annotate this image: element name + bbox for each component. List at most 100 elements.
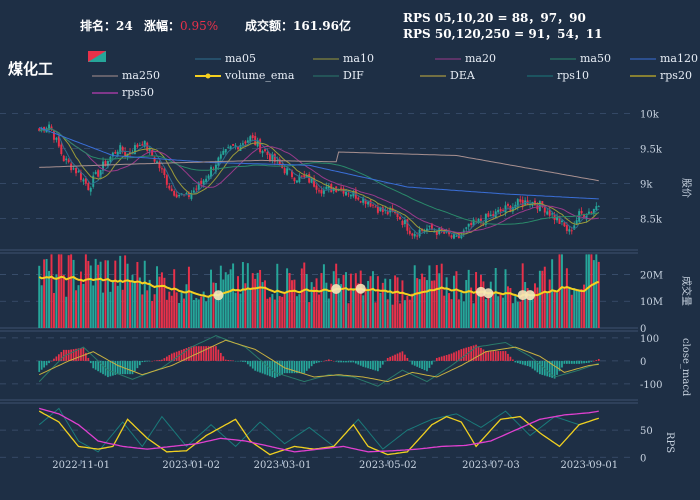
volume-bar [475, 272, 478, 328]
macd-histogram-bar [291, 360, 293, 374]
candle-body [396, 212, 399, 218]
legend-item-volume-ema[interactable]: volume_ema [195, 69, 294, 82]
candle-body [462, 230, 465, 233]
volume-bar [278, 296, 281, 328]
macd-histogram-bar [131, 360, 134, 375]
legend-item-ma05[interactable]: ma05 [195, 52, 256, 65]
macd-histogram-bar [389, 356, 392, 361]
volume-bar [325, 282, 328, 328]
legend-item-DEA[interactable]: DEA [420, 69, 475, 82]
legend-item-rps50[interactable]: rps50 [92, 86, 154, 99]
legend-item-rps10[interactable]: rps10 [527, 69, 589, 82]
legend-item-rps20[interactable]: rps20 [630, 69, 692, 82]
candle-body [560, 220, 563, 223]
macd-histogram-bar [521, 360, 524, 365]
macd-histogram-bar [224, 359, 227, 361]
volume-signal-marker [483, 288, 494, 299]
volume-bar [251, 273, 254, 328]
macd-histogram-bar [315, 360, 318, 364]
candle-body [519, 199, 522, 202]
macd-histogram-bar [114, 360, 117, 375]
candle-body [219, 154, 222, 159]
volume-bar [104, 260, 107, 328]
macd-histogram-bar [445, 355, 448, 361]
candle-body [479, 218, 482, 222]
volume-bar [195, 297, 198, 328]
macd-histogram-bar [320, 360, 323, 362]
ma05-line [38, 127, 600, 237]
legend-swatch [313, 75, 339, 76]
volume-bar [472, 303, 475, 328]
candle-body [138, 145, 141, 147]
candle-legend-icon[interactable] [88, 51, 106, 62]
candle-body [124, 151, 127, 156]
volume-bar [484, 299, 487, 328]
volume-bar [38, 265, 41, 328]
macd-histogram-bar [497, 351, 500, 361]
volume-bar [448, 293, 451, 328]
legend-item-ma50[interactable]: ma50 [550, 52, 611, 65]
candle-body [305, 175, 308, 178]
candle-body [502, 209, 505, 211]
macd-histogram-bar [362, 360, 365, 367]
volume-bar [281, 296, 284, 328]
macd-histogram-bar [151, 360, 153, 362]
volume-bar [543, 266, 546, 328]
volume-bar [180, 290, 183, 328]
macd-histogram-bar [455, 351, 458, 361]
candle-body [121, 146, 124, 152]
volume-bar [580, 289, 583, 328]
candle-body [477, 218, 480, 223]
macd-histogram-bar [99, 360, 102, 373]
candle-body [342, 188, 345, 194]
macd-histogram-bar [62, 349, 65, 361]
macd-histogram-bar [553, 360, 556, 379]
volume-bar [173, 269, 176, 328]
volume-bar [156, 266, 159, 328]
macd-axis-label: close_macd [680, 338, 691, 397]
legend-swatch [195, 58, 221, 59]
candle-body [357, 197, 360, 200]
macd-histogram-bar [467, 346, 470, 361]
macd-histogram-bar [590, 360, 593, 362]
candle-body [300, 175, 303, 177]
candle-body [443, 230, 446, 234]
candle-body [386, 211, 389, 215]
turnover-value: 161.96亿 [293, 19, 351, 33]
macd-histogram-bar [40, 360, 43, 370]
macd-histogram-bar [332, 360, 335, 362]
legend-item-ma20[interactable]: ma20 [435, 52, 496, 65]
x-tick-label: 2023-03-01 [254, 460, 312, 471]
legend-item-ma10[interactable]: ma10 [313, 52, 374, 65]
volume-bar [126, 263, 129, 328]
volume-bar [79, 271, 82, 328]
macd-histogram-bar [357, 360, 360, 365]
candle-body [259, 139, 262, 153]
candle-body [214, 164, 217, 172]
volume-bar [224, 272, 227, 328]
legend-item-DIF[interactable]: DIF [313, 69, 364, 82]
volume-bar [92, 285, 95, 328]
macd-histogram-bar [580, 360, 583, 364]
macd-histogram-bar [566, 360, 568, 364]
volume-bar [462, 301, 465, 328]
legend-item-ma250[interactable]: ma250 [92, 69, 160, 82]
volume-bar [163, 277, 166, 328]
x-tick-label: 2023-05-02 [359, 460, 417, 471]
candle-body [573, 225, 576, 230]
legend-item-ma120[interactable]: ma120 [630, 52, 698, 65]
macd-histogram-bar [352, 360, 355, 363]
candle-body [349, 194, 352, 197]
macd-histogram-bar [237, 360, 239, 362]
candle-body [160, 168, 163, 170]
macd-histogram-bar [300, 360, 303, 374]
candle-body [499, 208, 502, 212]
volume-bar [175, 292, 178, 328]
candle-body [516, 199, 519, 207]
rps-tick-label: 0 [640, 453, 646, 464]
candle-body [79, 172, 82, 180]
candle-body [433, 231, 436, 233]
volume-bar [97, 264, 100, 328]
candle-body [592, 208, 595, 214]
macd-histogram-bar [249, 360, 252, 367]
